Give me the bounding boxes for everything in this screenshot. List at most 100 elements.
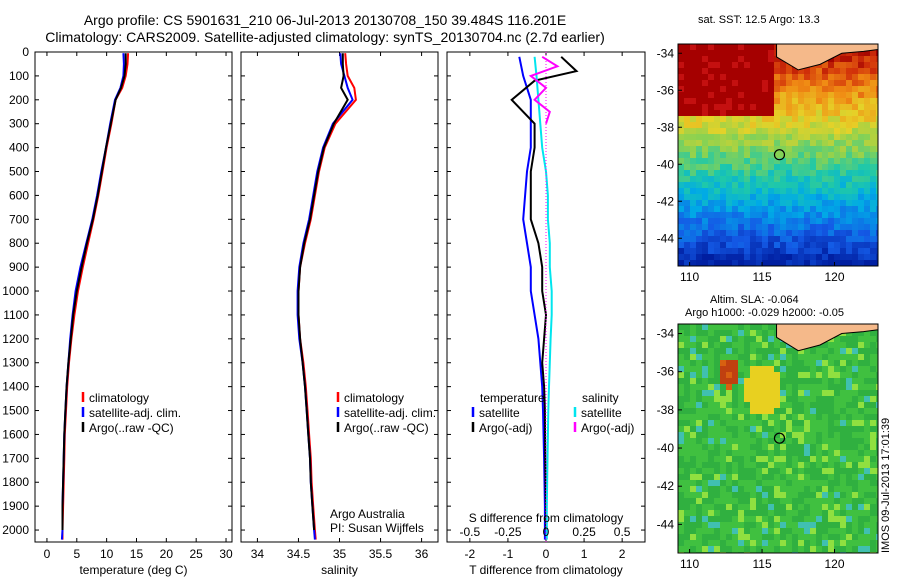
map-cell [828, 492, 834, 498]
map-cell [732, 516, 738, 522]
map-cell [720, 492, 726, 498]
map-cell [756, 260, 762, 266]
map-cell [702, 200, 708, 206]
map-cell [780, 546, 786, 552]
map-cell [810, 474, 816, 480]
map-cell [732, 50, 738, 56]
map-cell [858, 420, 864, 426]
map-cell [696, 360, 702, 366]
map-cell [726, 420, 732, 426]
map-cell [828, 486, 834, 492]
map-cell [750, 134, 756, 140]
map-cell [726, 336, 732, 342]
map-cell [864, 348, 870, 354]
map-cell [870, 146, 876, 152]
map-cell [816, 528, 822, 534]
map-cell [756, 176, 762, 182]
map-cell [702, 218, 708, 224]
map-cell [774, 164, 780, 170]
map-cell [690, 486, 696, 492]
map-cell [822, 504, 828, 510]
map-cell [822, 80, 828, 86]
map-cell [804, 176, 810, 182]
map-cell [804, 432, 810, 438]
map-cell [846, 384, 852, 390]
map-cell [702, 384, 708, 390]
map-cell [756, 360, 762, 366]
map-cell [822, 146, 828, 152]
map-cell [834, 348, 840, 354]
map-cell [750, 492, 756, 498]
map-cell [792, 420, 798, 426]
map-cell [774, 438, 780, 444]
map-cell [690, 242, 696, 248]
map-cell [696, 170, 702, 176]
map-cell [732, 206, 738, 212]
map-cell [828, 224, 834, 230]
map-cell [714, 224, 720, 230]
map-cell [702, 116, 708, 122]
map-cell [678, 104, 684, 110]
map-cell [708, 116, 714, 122]
y-tick-label: 1500 [2, 404, 29, 418]
map-cell [684, 140, 690, 146]
map-cell [750, 408, 756, 414]
map-cell [750, 200, 756, 206]
map-cell [804, 194, 810, 200]
map-cell [858, 528, 864, 534]
map-cell [828, 432, 834, 438]
map-cell [708, 330, 714, 336]
map-cell [810, 510, 816, 516]
map-cell [726, 444, 732, 450]
map-cell [792, 438, 798, 444]
map-cell [678, 474, 684, 480]
map-cell [828, 474, 834, 480]
map-cell [690, 480, 696, 486]
map-cell [804, 104, 810, 110]
map-cell [816, 432, 822, 438]
map-cell [870, 408, 876, 414]
map-cell [870, 206, 876, 212]
map-cell [852, 516, 858, 522]
map-cell [762, 474, 768, 480]
map-cell [750, 50, 756, 56]
map-cell [792, 158, 798, 164]
map-cell [864, 474, 870, 480]
map-cell [726, 510, 732, 516]
map-cell [714, 194, 720, 200]
map-cell [726, 200, 732, 206]
map-cell [750, 212, 756, 218]
map-cell [846, 236, 852, 242]
map-cell [768, 516, 774, 522]
map-cell [774, 450, 780, 456]
map-cell [702, 86, 708, 92]
map-cell [732, 366, 738, 372]
map-cell [750, 152, 756, 158]
x-axis-label: temperature (deg C) [79, 563, 187, 577]
map-cell [774, 360, 780, 366]
map-cell [690, 474, 696, 480]
map-cell [780, 354, 786, 360]
map-cell [780, 92, 786, 98]
map-cell [846, 140, 852, 146]
map-cell [822, 546, 828, 552]
map-cell [834, 152, 840, 158]
map-cell [786, 354, 792, 360]
map-cell [768, 450, 774, 456]
map-cell [678, 92, 684, 98]
map-cell [744, 176, 750, 182]
map-cell [762, 170, 768, 176]
map-cell [828, 158, 834, 164]
map-cell [792, 354, 798, 360]
map-cell [720, 194, 726, 200]
map-cell [828, 92, 834, 98]
map-cell [708, 62, 714, 68]
map-cell [720, 420, 726, 426]
map-cell [804, 212, 810, 218]
map-cell [708, 56, 714, 62]
map-cell [720, 68, 726, 74]
map-cell [870, 236, 876, 242]
map-cell [870, 516, 876, 522]
map-cell [714, 438, 720, 444]
map-cell [846, 68, 852, 74]
